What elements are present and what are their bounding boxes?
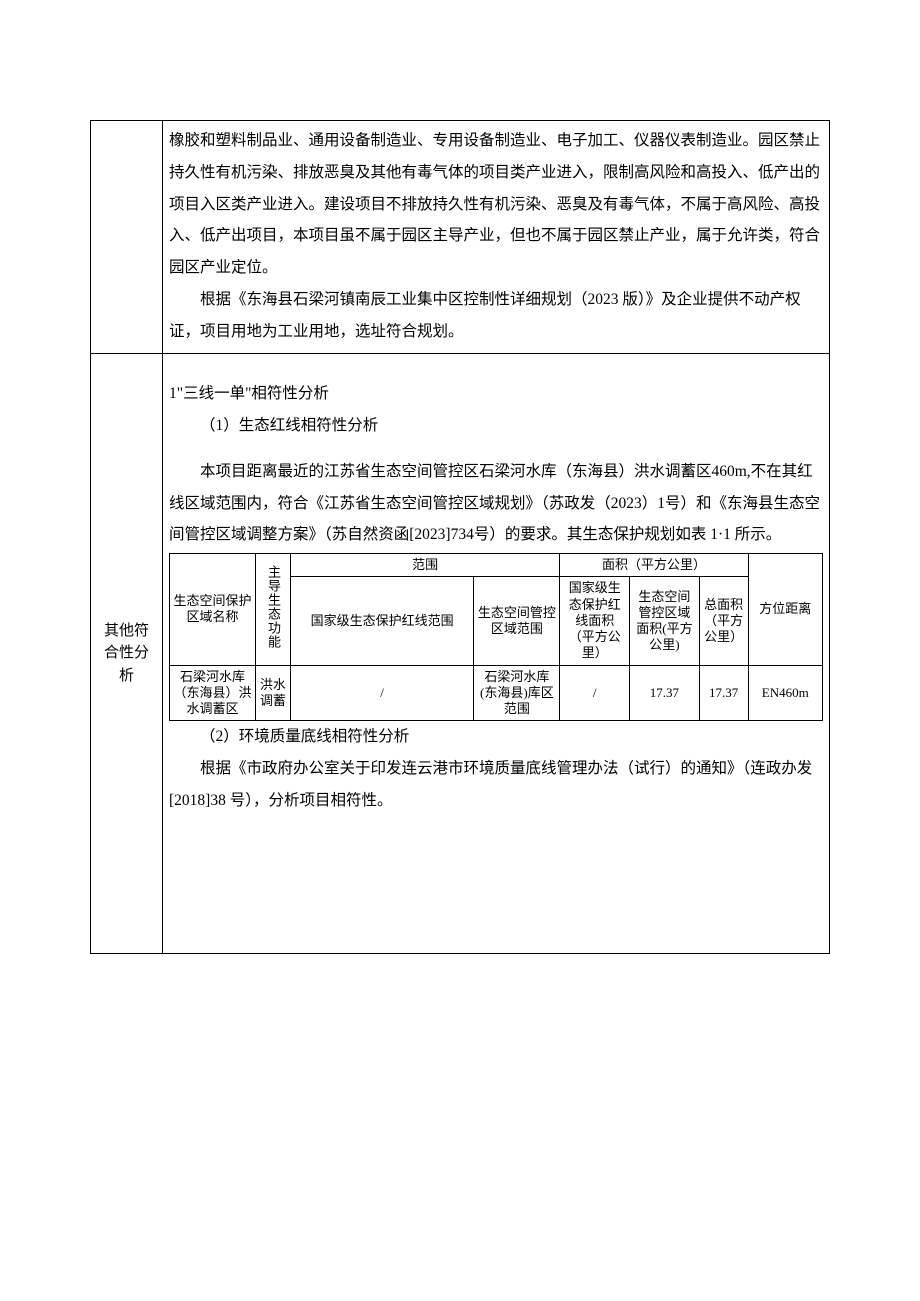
left-label-text: 其他符合性分析 — [104, 623, 149, 684]
td-scope-local: 石梁河水库(东海县)库区范围 — [474, 665, 560, 721]
td-name: 石梁河水库（东海县）洪水调蓄区 — [170, 665, 256, 721]
th-area-national: 国家级生态保护红线面积（平方公里） — [560, 577, 630, 665]
document-frame: 橡胶和塑料制品业、通用设备制造业、专用设备制造业、电子加工、仪器仪表制造业。园区… — [90, 120, 830, 954]
th-scope-local: 生态空间管控区域范围 — [474, 577, 560, 665]
sec1-body2: 根据《市政府办公室关于印发连云港市环境质量底线管理办法（试行）的通知》（连政办发… — [169, 753, 823, 817]
p-plan: 根据《东海县石梁河镇南辰工业集中区控制性详细规划（2023 版）》及企业提供不动… — [169, 284, 823, 348]
td-func: 洪水调蓄 — [255, 665, 290, 721]
eco-table: 生态空间保护区域名称 主导生态功能 范围 面积（平方公里） 方位距离 国家级生态… — [169, 553, 823, 721]
th-area-local: 生态空间管控区域面积(平方公里) — [630, 577, 700, 665]
th-dist: 方位距离 — [748, 554, 822, 666]
th-name: 生态空间保护区域名称 — [170, 554, 256, 666]
sec1-body1: 本项目距离最近的江苏省生态空间管控区石梁河水库（东海县）洪水调蓄区460m,不在… — [169, 456, 823, 551]
main-content-cell: 1"三线一单"相符性分析 （1）生态红线相符性分析 本项目距离最近的江苏省生态空… — [163, 354, 830, 953]
sec1-sub1: （1）生态红线相符性分析 — [169, 410, 823, 442]
th-area: 面积（平方公里） — [560, 554, 748, 577]
td-scope-national: / — [290, 665, 474, 721]
sec1-heading: 1"三线一单"相符性分析 — [169, 378, 823, 410]
td-dist: EN460m — [748, 665, 822, 721]
sec1-sub2: （2）环境质量底线相符性分析 — [169, 721, 823, 753]
th-area-total: 总面积（平方公里） — [699, 577, 748, 665]
td-area-national: / — [560, 665, 630, 721]
th-scope-national: 国家级生态保护红线范围 — [290, 577, 474, 665]
th-func: 主导生态功能 — [255, 554, 290, 666]
th-scope: 范围 — [290, 554, 560, 577]
left-label-cell: 其他符合性分析 — [91, 354, 163, 953]
th-func-text: 主导生态功能 — [266, 565, 280, 649]
left-empty-cell — [91, 121, 163, 354]
top-content-cell: 橡胶和塑料制品业、通用设备制造业、专用设备制造业、电子加工、仪器仪表制造业。园区… — [163, 121, 830, 354]
td-area-total: 17.37 — [699, 665, 748, 721]
p-industries: 橡胶和塑料制品业、通用设备制造业、专用设备制造业、电子加工、仪器仪表制造业。园区… — [169, 125, 823, 284]
td-area-local: 17.37 — [630, 665, 700, 721]
table-row: 石梁河水库（东海县）洪水调蓄区 洪水调蓄 / 石梁河水库(东海县)库区范围 / … — [170, 665, 823, 721]
